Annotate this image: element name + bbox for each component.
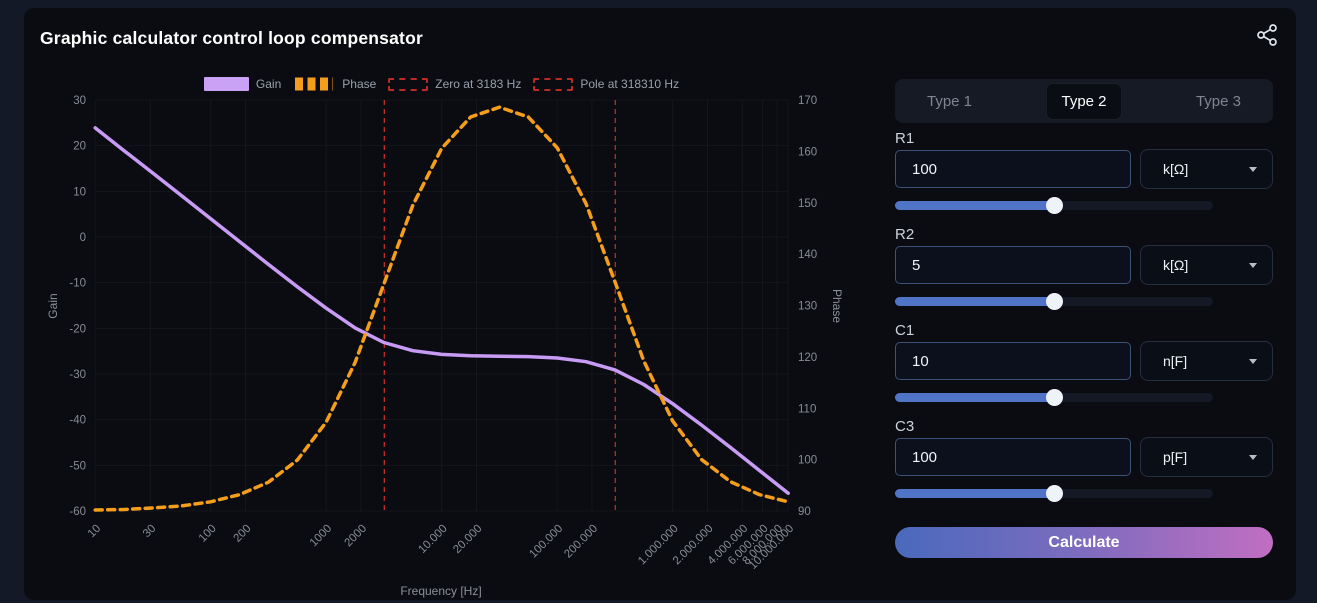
tab-type-2[interactable]: Type 2	[1046, 82, 1122, 120]
legend-label: Gain	[255, 77, 282, 91]
control-panel: Type 1 Type 2 Type 3 R1 k[Ω] R2 k[Ω] C1 n[F] C3 p…	[895, 0, 1273, 603]
axis-tick-label: 10	[73, 186, 86, 198]
axis-tick-label: 100	[798, 455, 817, 467]
axis-tick-label: 0	[80, 232, 86, 244]
right-axis-title: Phase	[830, 289, 844, 323]
unit-select-c3[interactable]: p[F]	[1140, 437, 1273, 477]
axis-tick-label: 100	[197, 523, 219, 545]
axis-tick-label: 2000	[343, 523, 370, 550]
legend-label: Zero at 3183 Hz	[435, 77, 522, 91]
legend-item-gain[interactable]: Gain	[203, 77, 282, 91]
legend-swatch-dashed-box	[388, 77, 429, 91]
legend-swatch-solid	[203, 77, 249, 91]
field-label-c3: C3	[895, 418, 915, 435]
slider-thumb[interactable]	[1045, 389, 1063, 406]
axis-tick-label: 10.000	[416, 523, 449, 556]
series-phase-curve	[93, 105, 790, 512]
axis-tick-label: 130	[798, 301, 817, 313]
unit-value: k[Ω]	[1163, 257, 1189, 273]
unit-value: n[F]	[1163, 353, 1188, 369]
legend-swatch-dashed	[295, 77, 334, 91]
field-label-c1: C1	[895, 322, 915, 339]
axis-tick-label: 20.000	[451, 523, 484, 556]
slider-fill	[895, 393, 1054, 402]
chart-legend: Gain Phase Zero at 3183 Hz Pole at 318310 H…	[95, 74, 788, 94]
slider-c1[interactable]	[895, 389, 1213, 406]
series-gain-curve	[93, 126, 790, 495]
axis-tick-label: 140	[798, 249, 817, 261]
axis-tick-label: 200	[232, 523, 254, 545]
field-group-r2: R2 k[Ω]	[895, 226, 1273, 312]
compensator-type-tabs: Type 1 Type 2 Type 3	[895, 79, 1273, 123]
field-group-c3: C3 p[F]	[895, 418, 1273, 504]
share-icon	[1255, 23, 1279, 52]
axis-tick-label: 1000	[308, 523, 335, 550]
value-input-c3[interactable]	[895, 438, 1131, 476]
share-button[interactable]	[1252, 22, 1282, 52]
slider-c3[interactable]	[895, 485, 1213, 502]
calculate-button[interactable]: Calculate	[895, 527, 1273, 558]
axis-tick-label: 160	[798, 146, 817, 158]
axis-tick-label: 200.000	[562, 523, 600, 561]
chevron-down-icon	[1249, 358, 1257, 364]
value-input-r1[interactable]	[895, 150, 1131, 188]
unit-select-r2[interactable]: k[Ω]	[1140, 245, 1273, 285]
unit-value: p[F]	[1163, 449, 1188, 465]
slider-thumb[interactable]	[1045, 485, 1063, 502]
slider-thumb[interactable]	[1045, 293, 1063, 310]
tab-type-3[interactable]: Type 3	[1195, 92, 1241, 110]
value-input-r2[interactable]	[895, 246, 1131, 284]
slider-r2[interactable]	[895, 293, 1213, 310]
field-group-r1: R1 k[Ω]	[895, 130, 1273, 216]
legend-label: Pole at 318310 Hz	[580, 77, 680, 91]
x-axis-title: Frequency [Hz]	[400, 584, 481, 598]
legend-item-pole-at-318310-hz[interactable]: Pole at 318310 Hz	[533, 77, 679, 91]
slider-r1[interactable]	[895, 197, 1213, 214]
slider-fill	[895, 489, 1054, 498]
axis-tick-label: 170	[798, 95, 817, 107]
legend-label: Phase	[342, 77, 377, 91]
field-label-r2: R2	[895, 226, 915, 243]
page-title: Graphic calculator control loop compensa…	[40, 28, 423, 48]
axis-tick-label: 110	[798, 403, 816, 415]
axis-tick-label: 30	[141, 523, 159, 541]
chevron-down-icon	[1249, 166, 1257, 172]
axis-tick-label: 150	[798, 198, 817, 210]
bode-plot-chart: 3020100-10-20-30-40-50-60170160150140130…	[46, 95, 844, 598]
axis-tick-label: 100.000	[527, 523, 565, 561]
slider-fill	[895, 201, 1054, 210]
unit-select-c1[interactable]: n[F]	[1140, 341, 1273, 381]
legend-swatch-dashed-box	[533, 77, 574, 91]
axis-tick-label: -30	[69, 369, 86, 381]
chevron-down-icon	[1249, 454, 1257, 460]
field-label-r1: R1	[895, 130, 915, 147]
axis-tick-label: -10	[69, 278, 86, 290]
axis-tick-label: -50	[69, 460, 86, 472]
legend-item-zero-at-3183-hz[interactable]: Zero at 3183 Hz	[388, 77, 521, 91]
axis-tick-label: 120	[798, 352, 817, 364]
left-axis-title: Gain	[46, 293, 60, 318]
axis-tick-label: 10	[86, 523, 104, 541]
unit-value: k[Ω]	[1163, 161, 1189, 177]
axis-tick-label: 20	[73, 141, 86, 153]
field-group-c1: C1 n[F]	[895, 322, 1273, 408]
chevron-down-icon	[1249, 262, 1257, 268]
axis-tick-label: -60	[69, 506, 86, 518]
slider-fill	[895, 297, 1054, 306]
axis-tick-label: -40	[69, 415, 86, 427]
axis-tick-label: 30	[73, 95, 86, 107]
unit-select-r1[interactable]: k[Ω]	[1140, 149, 1273, 189]
axis-tick-label: -20	[69, 323, 86, 335]
value-input-c1[interactable]	[895, 342, 1131, 380]
slider-thumb[interactable]	[1045, 197, 1063, 214]
tab-type-1[interactable]: Type 1	[927, 92, 973, 110]
axis-tick-label: 90	[798, 506, 811, 518]
legend-item-phase[interactable]: Phase	[293, 77, 376, 91]
